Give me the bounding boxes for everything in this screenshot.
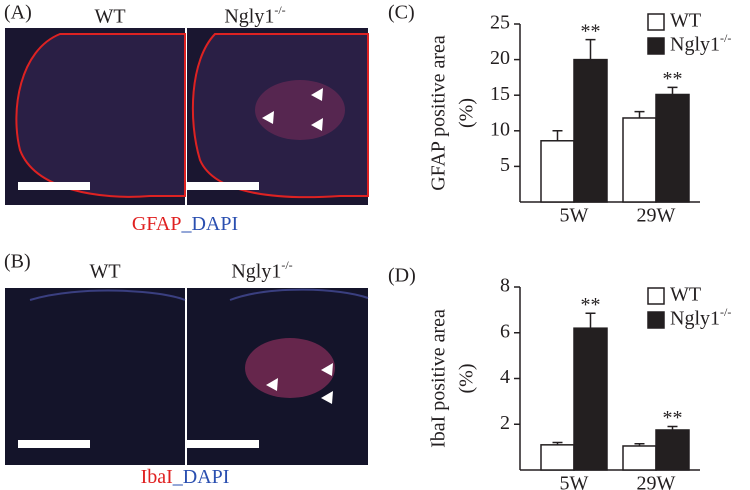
error-bar bbox=[552, 130, 563, 141]
caption: IbaI_DAPI bbox=[141, 466, 230, 488]
bar bbox=[540, 140, 575, 203]
bar bbox=[655, 93, 690, 203]
caption-stain: _DAPI bbox=[180, 213, 238, 235]
legend-label: WT bbox=[670, 284, 701, 306]
arrowhead bbox=[321, 391, 333, 404]
legend-swatch bbox=[647, 13, 665, 31]
arrowhead bbox=[311, 88, 323, 101]
arrowhead bbox=[311, 118, 323, 131]
y-axis-label: IbaI positive area bbox=[428, 309, 450, 448]
brain-section bbox=[15, 33, 186, 198]
panel-a: (A) WT Ngly1-/- GFAP_DAPI bbox=[4, 2, 369, 235]
bar bbox=[622, 117, 657, 203]
arrowhead bbox=[266, 378, 278, 391]
scale-bar bbox=[18, 182, 90, 190]
arrowhead bbox=[321, 363, 333, 376]
error-bar bbox=[634, 110, 645, 118]
y-tick-label: 2 bbox=[500, 412, 510, 434]
superscript: -/- bbox=[720, 31, 731, 45]
y-tick-label: 4 bbox=[500, 366, 510, 388]
panel-label: (A) bbox=[4, 2, 32, 24]
y-axis-label: (%) bbox=[456, 364, 478, 394]
significance-label: ** bbox=[581, 20, 601, 42]
y-tick-label: 20 bbox=[490, 47, 510, 69]
bar bbox=[540, 444, 575, 471]
caption-stain: GFAP bbox=[132, 213, 182, 235]
superscript: -/- bbox=[274, 3, 285, 17]
legend-swatch bbox=[647, 37, 665, 55]
panel-label: (B) bbox=[4, 251, 31, 273]
bar bbox=[573, 327, 608, 471]
legend-label: WT bbox=[670, 10, 701, 32]
brain-image bbox=[5, 288, 185, 465]
y-tick-label: 5 bbox=[500, 154, 510, 176]
error-bar bbox=[667, 425, 678, 430]
legend-label: Ngly1-/- bbox=[670, 31, 731, 56]
bar bbox=[622, 445, 657, 471]
brain-section bbox=[29, 289, 186, 301]
y-tick-label: 8 bbox=[500, 275, 510, 297]
image-title: WT bbox=[89, 261, 120, 283]
brain-section bbox=[229, 288, 369, 301]
caption: GFAP_DAPI bbox=[132, 213, 238, 235]
x-tick-label: 29W bbox=[637, 473, 676, 490]
scale-bar bbox=[187, 182, 259, 190]
error-bar bbox=[585, 312, 596, 329]
x-tick-label: 5W bbox=[560, 473, 589, 490]
microglia-region bbox=[245, 338, 335, 398]
legend-swatch bbox=[647, 287, 665, 305]
image-title: WT bbox=[94, 6, 125, 28]
panel-label: (D) bbox=[388, 265, 416, 287]
legend-label: Ngly1-/- bbox=[670, 305, 731, 330]
y-axis-label: GFAP positive area bbox=[428, 35, 450, 191]
error-bar bbox=[552, 441, 563, 445]
significance-label: ** bbox=[581, 294, 601, 316]
caption-stain: _DAPI bbox=[172, 466, 230, 488]
caption-stain: IbaI bbox=[141, 466, 173, 488]
y-tick-label: 15 bbox=[490, 83, 510, 105]
y-tick-label: 10 bbox=[490, 118, 510, 140]
image-title: Ngly1-/- bbox=[231, 258, 292, 283]
y-axis-label: (%) bbox=[456, 98, 478, 128]
bar bbox=[573, 58, 608, 203]
significance-label: ** bbox=[663, 407, 683, 429]
arrowhead bbox=[262, 111, 274, 124]
panel-label: (C) bbox=[388, 2, 415, 24]
error-bar bbox=[667, 86, 678, 95]
image-title: Ngly1-/- bbox=[224, 3, 285, 28]
gliosis-region bbox=[255, 80, 345, 140]
panel-b: (B) WT Ngly1-/- IbaI_DAPI bbox=[4, 251, 369, 488]
superscript: -/- bbox=[281, 258, 292, 272]
error-bar bbox=[585, 38, 596, 60]
scale-bar bbox=[18, 440, 90, 448]
bar bbox=[655, 429, 690, 471]
scale-bar bbox=[187, 440, 259, 448]
x-tick-label: 29W bbox=[637, 205, 676, 227]
legend-swatch bbox=[647, 311, 665, 329]
y-tick-label: 25 bbox=[490, 12, 510, 34]
y-tick-label: 6 bbox=[500, 320, 510, 342]
x-tick-label: 5W bbox=[560, 205, 589, 227]
superscript: -/- bbox=[720, 305, 731, 319]
error-bar bbox=[634, 442, 645, 446]
significance-label: ** bbox=[663, 68, 683, 90]
